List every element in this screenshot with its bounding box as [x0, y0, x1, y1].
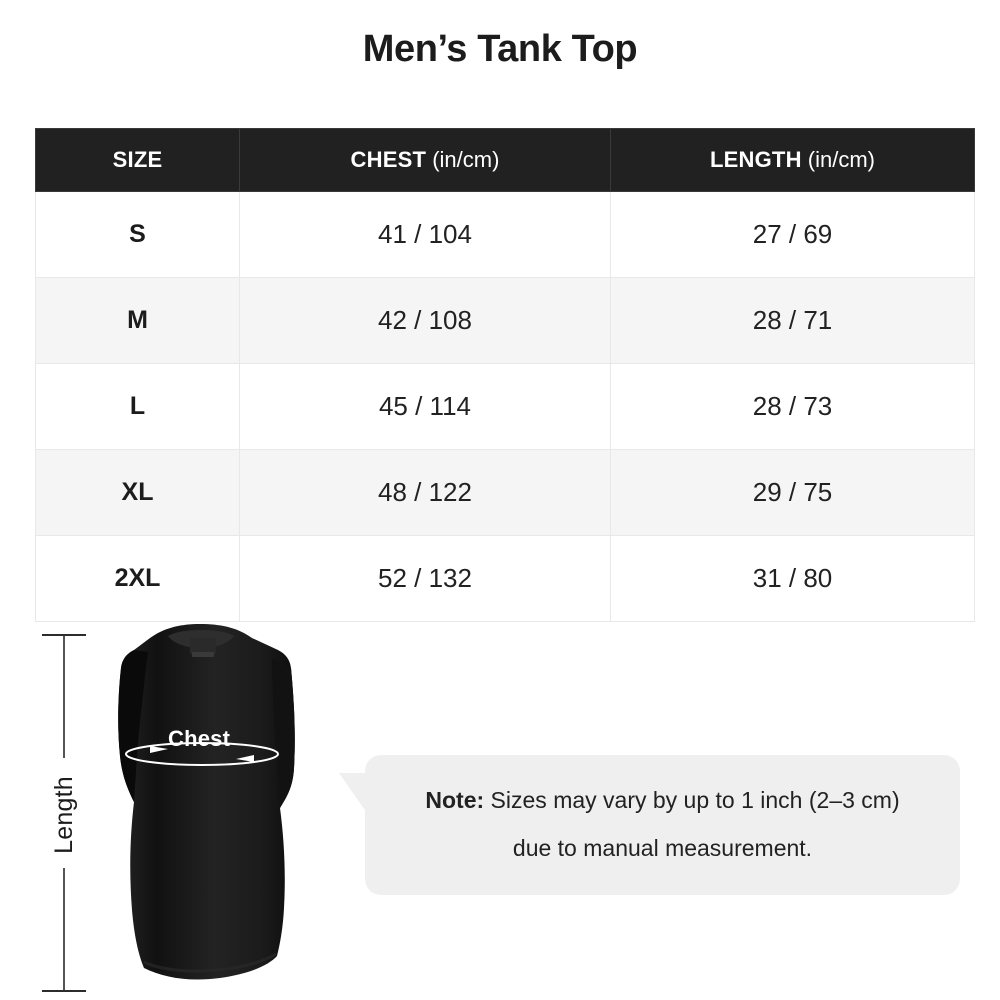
cell-chest: 45 / 114: [239, 363, 611, 450]
cell-size: L: [35, 363, 240, 450]
note-line-1: Note: Sizes may vary by up to 1 inch (2–…: [425, 787, 899, 815]
note-prefix: Note:: [425, 787, 485, 814]
table-row: 2XL 52 / 132 31 / 80: [35, 535, 975, 622]
column-header-length-main: LENGTH: [710, 147, 802, 172]
tank-body-shape: [118, 624, 295, 980]
cell-length: 28 / 73: [610, 363, 975, 450]
chest-measure-arrow-right-icon: [236, 755, 254, 762]
note-text-1: Sizes may vary by up to 1 inch (2–3 cm): [484, 787, 900, 814]
length-bracket-top-cap: [42, 634, 86, 636]
length-bracket-upper-rule: [63, 636, 65, 758]
cell-length: 27 / 69: [610, 191, 975, 278]
column-header-chest-unit: (in/cm): [426, 147, 500, 172]
note-callout-bubble: Note: Sizes may vary by up to 1 inch (2–…: [339, 755, 960, 895]
column-header-size-main: SIZE: [112, 147, 163, 172]
table-header: SIZE CHEST (in/cm) LENGTH (in/cm): [35, 128, 975, 192]
cell-size: M: [35, 277, 240, 364]
cell-length: 29 / 75: [610, 449, 975, 536]
column-header-length-unit: (in/cm): [801, 147, 875, 172]
cell-chest: 42 / 108: [239, 277, 611, 364]
tank-size-tag-icon: [192, 652, 214, 657]
length-bracket-bottom-cap: [42, 990, 86, 992]
tank-top-svg: [118, 624, 295, 980]
column-header-chest-main: CHEST: [350, 147, 427, 172]
cell-size: 2XL: [35, 535, 240, 622]
column-header-length: LENGTH (in/cm): [610, 128, 975, 192]
tank-left-armhole-shadow: [118, 650, 148, 802]
tank-hem-highlight: [143, 952, 277, 973]
measurement-illustration: Length: [0, 612, 1000, 1000]
note-bubble-tail: [339, 773, 367, 813]
cell-length: 31 / 80: [610, 535, 975, 622]
cell-size: XL: [35, 449, 240, 536]
page-title: Men’s Tank Top: [362, 28, 638, 70]
column-header-size: SIZE: [35, 128, 240, 192]
cell-chest: 48 / 122: [239, 449, 611, 536]
chest-measure-ellipse: [125, 742, 279, 766]
cell-chest: 52 / 132: [239, 535, 611, 622]
length-bracket-lower-rule: [63, 868, 65, 990]
tank-top-garment-image: Chest: [72, 622, 332, 992]
table-row: S 41 / 104 27 / 69: [35, 191, 975, 278]
table-body: S 41 / 104 27 / 69 M 42 / 108 28 / 71 L …: [35, 191, 975, 622]
tank-right-armhole-shadow: [272, 658, 295, 808]
table-row: M 42 / 108 28 / 71: [35, 277, 975, 364]
chest-dimension-label: Chest: [168, 726, 231, 751]
length-dimension-bracket: Length: [34, 634, 86, 992]
chest-measure-arrow-left-icon: [150, 746, 168, 753]
size-chart-table: SIZE CHEST (in/cm) LENGTH (in/cm) S 41 /…: [35, 128, 975, 622]
tank-neck-tag-icon: [190, 638, 216, 654]
column-header-chest: CHEST (in/cm): [239, 128, 611, 192]
table-row: L 45 / 114 28 / 73: [35, 363, 975, 450]
cell-chest: 41 / 104: [239, 191, 611, 278]
table-header-row: SIZE CHEST (in/cm) LENGTH (in/cm): [35, 128, 975, 192]
table-row: XL 48 / 122 29 / 75: [35, 449, 975, 536]
cell-size: S: [35, 191, 240, 278]
cell-length: 28 / 71: [610, 277, 975, 364]
note-line-2: due to manual measurement.: [512, 835, 813, 861]
